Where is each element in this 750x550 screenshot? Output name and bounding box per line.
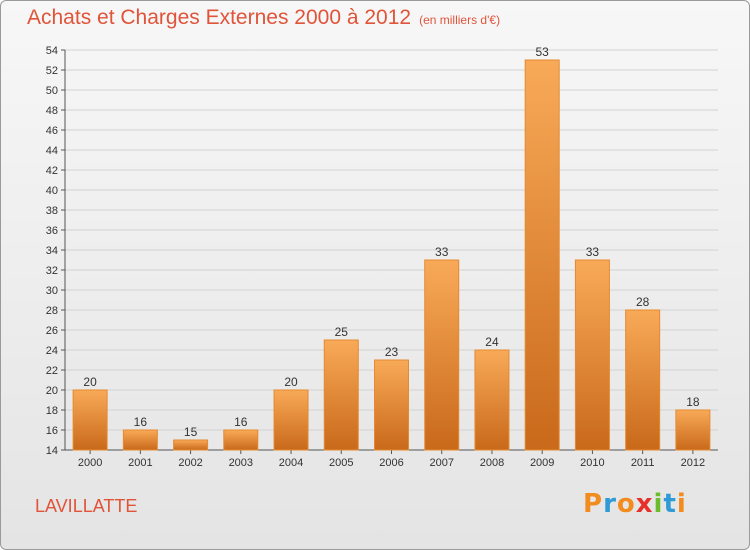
logo-letter: i [653,489,664,519]
place-name: LAVILLATTE [35,496,138,516]
axes: 14 16 18 20 22 24 26 28 30 32 34 36 38 40 42 44 46 48 50 52… [46,45,718,457]
y-tick-label: 34 [46,245,58,257]
y-tick-label: 54 [46,45,58,57]
bar-2002 [173,439,209,451]
y-tick-label: 24 [46,345,58,357]
logo-letter: P [583,489,604,519]
bar-2008 [474,349,510,451]
y-tick-label: 52 [46,65,58,77]
bar-2010 [574,259,610,451]
y-tick-label: 18 [46,405,58,417]
data-label-2003: 16 [234,415,248,429]
y-tick-label: 32 [46,265,58,277]
title-text: Achats et Charges Externes 2000 à 2012 [27,6,412,29]
y-tick-label: 46 [46,125,58,137]
proxiti-logo: Proxiti [583,489,687,519]
data-label-2010: 33 [586,245,600,259]
y-tick-label: 28 [46,305,58,317]
x-tick-label-2000: 2000 [78,457,102,469]
data-label-2002: 15 [184,425,198,439]
x-tick-label-2002: 2002 [178,457,202,469]
y-tick-label: 38 [46,205,58,217]
bars [72,59,711,451]
x-tick-label-2008: 2008 [480,457,504,469]
bar-2007 [424,259,460,451]
bar-2011 [625,309,661,451]
y-tick-label: 36 [46,225,58,237]
y-tick-label: 20 [46,385,58,397]
bar-2000 [72,389,108,451]
data-label-2005: 25 [335,325,349,339]
bar-2012 [675,409,711,451]
logo-letter: t [663,489,677,519]
x-tick-label-2011: 2011 [631,457,655,469]
bar-2009 [524,59,560,451]
x-tick-label-2012: 2012 [681,457,705,469]
logo-letter: o [616,489,636,519]
bar-2005 [323,339,359,451]
y-tick-label: 44 [46,145,58,157]
y-tick-label: 30 [46,285,58,297]
y-tick-label: 48 [46,105,58,117]
x-tick-label-2003: 2003 [229,457,253,469]
x-tick-label-2009: 2009 [530,457,554,469]
bar-2004 [273,389,309,451]
data-label-2007: 33 [435,245,449,259]
chart-subtitle: (en milliers d'€) [419,13,501,27]
bar-2001 [122,429,158,451]
y-tick-label: 14 [46,445,58,457]
data-label-2009: 53 [536,45,550,59]
y-tick-label: 16 [46,425,58,437]
labels: 20 2000 16 2001 15 2002 16 2003 20 2004 25 2005 23 20… [78,45,705,469]
x-tick-label-2001: 2001 [128,457,152,469]
chart-title: Achats et Charges Externes 2000 à 2012 (e… [27,6,500,30]
x-tick-label-2006: 2006 [379,457,403,469]
y-tick-label: 40 [46,185,58,197]
data-label-2008: 24 [485,335,499,349]
y-tick-label: 26 [46,325,58,337]
x-tick-label-2007: 2007 [429,457,453,469]
data-label-2011: 28 [636,295,650,309]
bar-2006 [374,359,409,451]
data-label-2006: 23 [385,345,399,359]
bar-2003 [223,429,259,451]
x-tick-label-2010: 2010 [580,457,604,469]
logo-letter: r [603,489,617,519]
data-label-2004: 20 [284,375,298,389]
y-tick-label: 22 [46,365,58,377]
x-tick-label-2004: 2004 [279,457,303,469]
y-tick-label: 42 [46,165,58,177]
data-label-2000: 20 [83,375,97,389]
data-label-2001: 16 [134,415,148,429]
data-label-2012: 18 [686,395,700,409]
x-tick-label-2005: 2005 [329,457,353,469]
y-tick-label: 50 [46,85,58,97]
logo-letter: x [635,489,654,519]
logo-letter: i [676,489,687,519]
